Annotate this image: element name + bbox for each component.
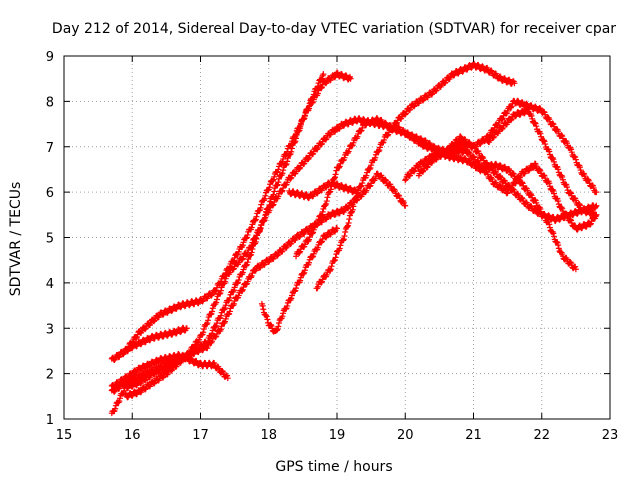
- y-tick-label: 2: [46, 368, 54, 383]
- data-marker-track: [436, 142, 600, 233]
- y-tick-label: 1: [46, 413, 54, 428]
- y-tick-label: 4: [46, 277, 54, 292]
- data-marker-track: [108, 351, 231, 391]
- data-marker-track: [484, 106, 600, 220]
- y-tick-label: 7: [46, 141, 54, 156]
- series-arc-j: [313, 60, 518, 292]
- x-axis-label: GPS time / hours: [275, 459, 392, 475]
- y-tick-label: 3: [46, 322, 54, 337]
- data-marker-track: [415, 133, 600, 225]
- series-arc-n: [484, 106, 600, 220]
- series-arc-h: [286, 179, 361, 202]
- x-tick-label: 17: [192, 428, 209, 443]
- chart-title: Day 212 of 2014, Sidereal Day-to-day VTE…: [52, 21, 616, 37]
- grid: [64, 56, 610, 419]
- y-axis-label: SDTVAR / TECUs: [8, 182, 24, 297]
- x-tick-label: 21: [465, 428, 482, 443]
- x-tick-label: 23: [602, 428, 619, 443]
- data-points: [108, 60, 600, 417]
- series-arc-b: [108, 69, 354, 364]
- series-arc-i: [293, 115, 579, 273]
- series-arc-d: [108, 351, 231, 391]
- data-marker-track: [286, 179, 361, 202]
- data-marker-track: [293, 115, 579, 273]
- series-arc-l: [415, 133, 600, 225]
- x-tick-label: 20: [397, 428, 414, 443]
- data-marker-track: [108, 69, 354, 364]
- x-tick-label: 16: [124, 428, 141, 443]
- x-tick-label: 22: [533, 428, 550, 443]
- x-tick-label: 18: [260, 428, 277, 443]
- y-tick-label: 9: [46, 50, 54, 65]
- x-tick-label: 15: [56, 428, 73, 443]
- data-marker-track: [313, 60, 518, 292]
- y-tick-label: 5: [46, 232, 54, 247]
- series-arc-m: [436, 142, 600, 233]
- series-arc-g: [258, 225, 340, 335]
- data-marker-track: [115, 324, 190, 361]
- x-tick-label: 19: [329, 428, 346, 443]
- series-arc-e: [115, 324, 190, 361]
- y-tick-label: 8: [46, 95, 54, 110]
- data-marker-track: [258, 225, 340, 335]
- y-tick-label: 6: [46, 186, 54, 201]
